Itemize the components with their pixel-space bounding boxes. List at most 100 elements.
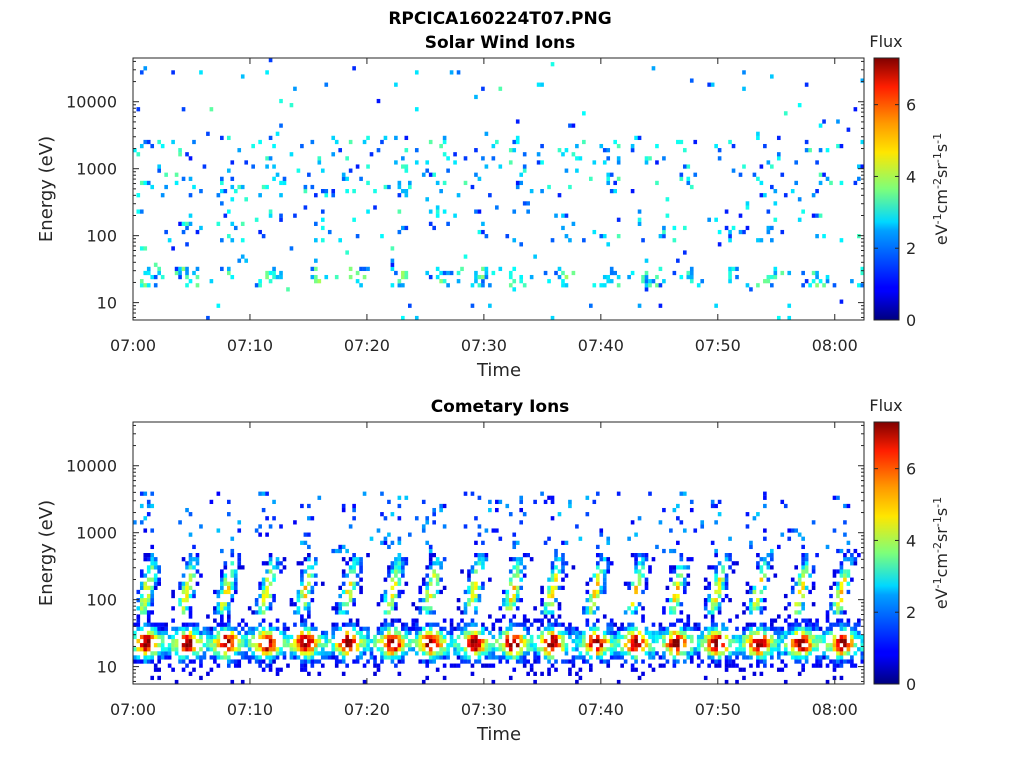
heatmap-cell	[275, 667, 280, 672]
heatmap-cell	[790, 630, 795, 636]
heatmap-cell	[463, 622, 468, 627]
heatmap-cell	[226, 638, 231, 644]
heatmap-cell	[341, 659, 346, 664]
heatmap-cell	[627, 651, 631, 656]
heatmap-cell	[258, 622, 262, 627]
heatmap-cell	[501, 598, 506, 603]
heatmap-cell	[411, 622, 416, 627]
heatmap-cell	[606, 536, 611, 541]
y-axis-label: Energy (eV)	[36, 136, 57, 242]
heatmap-cell	[728, 266, 732, 272]
heatmap-cell	[773, 217, 778, 222]
heatmap-cell	[146, 585, 151, 590]
heatmap-cell	[860, 283, 865, 288]
heatmap-cell	[456, 70, 461, 75]
heatmap-cell	[759, 577, 764, 582]
heatmap-cell	[689, 638, 694, 644]
heatmap-cell	[550, 626, 555, 631]
heatmap-cell	[801, 647, 805, 652]
heatmap-cell	[428, 610, 433, 615]
heatmap-cell	[728, 643, 732, 648]
heatmap-cell	[689, 78, 694, 83]
heatmap-cell	[526, 618, 530, 623]
heatmap-cell	[296, 168, 301, 173]
heatmap-cell	[616, 143, 621, 149]
heatmap-cell	[258, 606, 262, 611]
heatmap-cell	[139, 143, 144, 149]
heatmap-cell	[272, 593, 276, 599]
heatmap-cell	[773, 189, 778, 194]
heatmap-cell	[442, 585, 447, 590]
heatmap-cell	[310, 663, 315, 668]
heatmap-cell	[209, 499, 214, 505]
heatmap-cell	[540, 589, 544, 595]
heatmap-cell	[790, 585, 795, 590]
heatmap-cell	[345, 638, 349, 644]
heatmap-cell	[181, 107, 186, 112]
heatmap-cell	[790, 577, 795, 582]
heatmap-cell	[362, 643, 367, 648]
heatmap-cell	[230, 593, 235, 599]
heatmap-cell	[752, 516, 757, 521]
heatmap-cell	[495, 528, 499, 533]
heatmap-cell	[693, 622, 698, 627]
heatmap-cell	[300, 622, 304, 627]
heatmap-cell	[220, 569, 224, 574]
heatmap-cell	[209, 638, 214, 644]
heatmap-cell	[519, 585, 524, 590]
heatmap-cell	[428, 659, 433, 664]
heatmap-cell	[261, 234, 266, 239]
heatmap-cell	[801, 553, 805, 558]
heatmap-cell	[561, 659, 565, 664]
heatmap-cell	[512, 622, 517, 627]
heatmap-cell	[320, 209, 325, 214]
heatmap-cell	[766, 643, 771, 648]
heatmap-cell	[146, 577, 151, 582]
heatmap-cell	[710, 614, 715, 619]
heatmap-cell	[620, 651, 624, 656]
heatmap-cell	[226, 270, 231, 276]
heatmap-cell	[199, 630, 203, 636]
heatmap-cell	[832, 675, 837, 681]
heatmap-cell	[213, 589, 217, 595]
heatmap-cell	[602, 160, 607, 165]
heatmap-cell	[286, 638, 290, 644]
heatmap-cell	[362, 651, 367, 656]
heatmap-cell	[689, 279, 694, 284]
heatmap-cell	[756, 598, 760, 603]
heatmap-cell	[700, 630, 705, 636]
heatmap-cell	[529, 634, 534, 640]
heatmap-cell	[314, 221, 318, 226]
heatmap-cell	[153, 573, 158, 578]
heatmap-cell	[846, 622, 851, 627]
heatmap-cell	[491, 679, 496, 685]
heatmap-cell	[345, 663, 349, 668]
heatmap-cell	[258, 532, 262, 537]
heatmap-cell	[303, 651, 308, 656]
heatmap-cell	[641, 553, 645, 558]
heatmap-cell	[150, 659, 155, 664]
heatmap-cell	[557, 630, 562, 636]
heatmap-cell	[850, 279, 854, 284]
x-tick-label: 07:50	[695, 700, 741, 719]
heatmap-cell	[776, 667, 781, 672]
heatmap-cell	[359, 266, 363, 272]
heatmap-cell	[456, 647, 461, 652]
heatmap-cell	[505, 655, 510, 660]
heatmap-cell	[439, 626, 443, 631]
heatmap-cell	[773, 266, 778, 272]
heatmap-cell	[213, 651, 217, 656]
heatmap-cell	[310, 622, 315, 627]
heatmap-cell	[787, 622, 792, 627]
heatmap-cell	[474, 610, 478, 615]
heatmap-cell	[251, 610, 255, 615]
heatmap-cell	[150, 589, 155, 595]
heatmap-cell	[331, 606, 336, 611]
heatmap-cell	[801, 602, 805, 607]
heatmap-cell	[373, 189, 377, 194]
heatmap-cell	[136, 152, 141, 157]
heatmap-cell	[637, 643, 642, 648]
heatmap-cell	[202, 630, 207, 636]
heatmap-cell	[133, 647, 137, 652]
heatmap-cell	[644, 643, 649, 648]
